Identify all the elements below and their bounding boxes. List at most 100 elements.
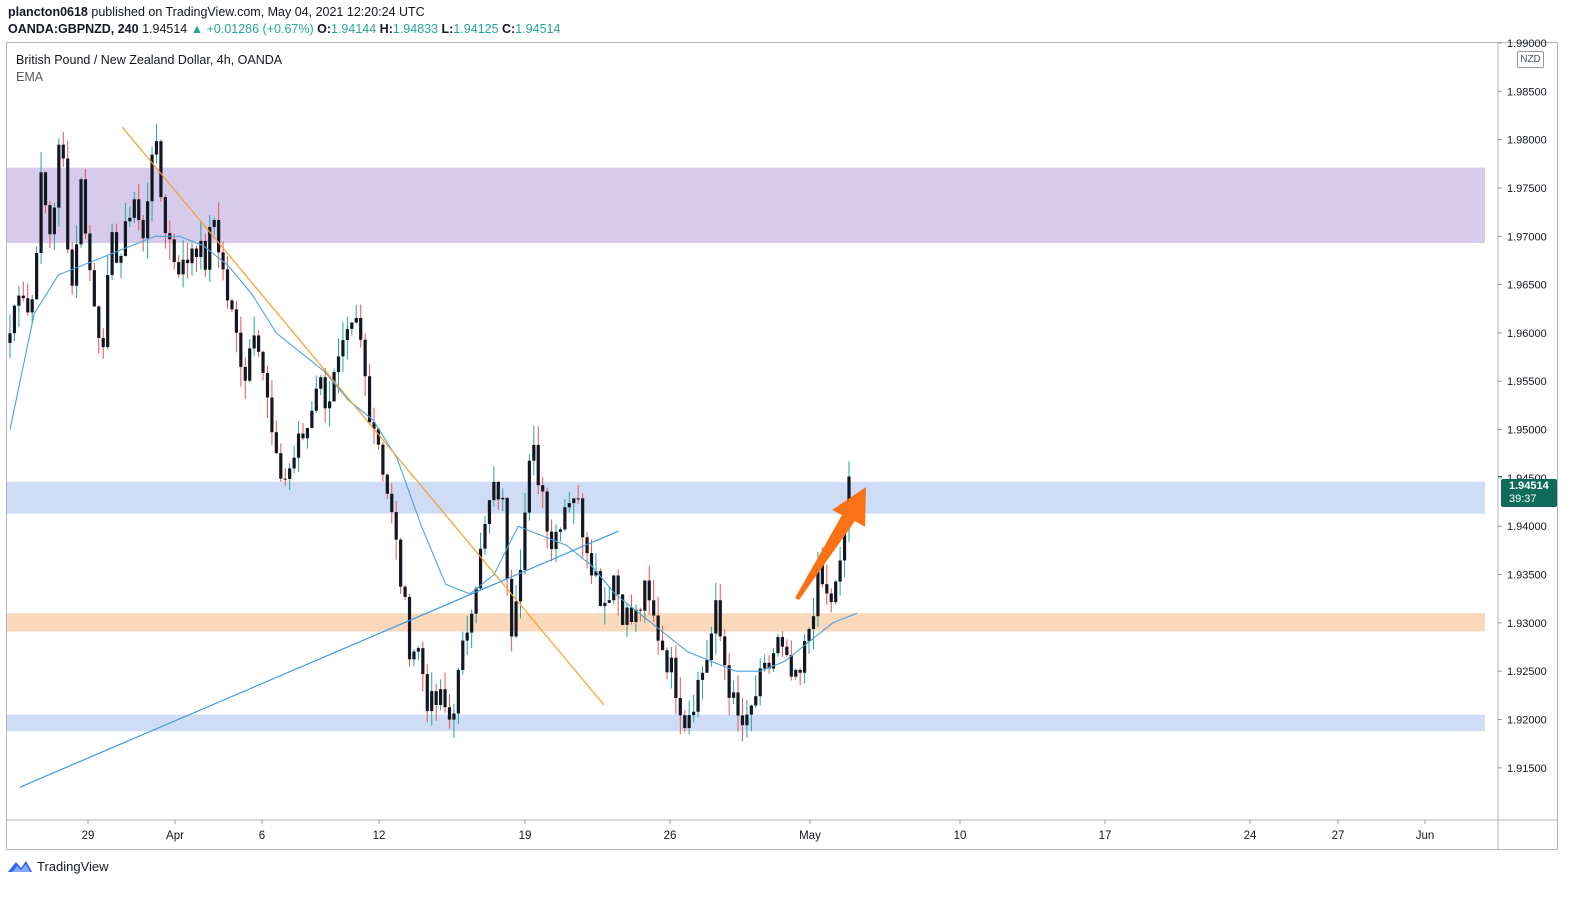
candle-body [443, 689, 447, 708]
candle-body [394, 512, 398, 540]
candle-body [425, 674, 429, 712]
candle-body [256, 335, 261, 352]
candle-body [146, 201, 150, 239]
candle-body [123, 221, 128, 257]
candle-body [629, 607, 634, 622]
candle-body [305, 427, 310, 439]
candle-body [252, 335, 256, 349]
candle-body [487, 500, 492, 524]
candle-body [345, 328, 349, 341]
candle-body [319, 377, 323, 389]
candle-body [88, 233, 92, 271]
change-up-icon: ▲ [190, 22, 204, 36]
candle-body [625, 607, 629, 625]
candle-body [137, 199, 141, 221]
candle-body [354, 317, 358, 323]
candle-body [763, 662, 767, 669]
candle-body [288, 468, 292, 480]
publisher-name[interactable]: plancton0618 [8, 5, 88, 19]
candle-body [359, 317, 363, 340]
candle-body [523, 512, 527, 570]
time-tick-label: 10 [954, 830, 967, 842]
candle-body [381, 444, 385, 475]
time-tick-label: 24 [1244, 830, 1257, 842]
price-tick-label: 1.94000 [1507, 521, 1547, 533]
candle-body [776, 637, 780, 654]
candle-body [496, 481, 500, 500]
candle-body [692, 711, 696, 716]
candle-body [243, 366, 247, 381]
candle-body [518, 569, 523, 602]
candle-body [696, 679, 700, 712]
ema-layer [9, 235, 858, 672]
candle-body [61, 144, 65, 159]
candle-body [714, 600, 718, 634]
price-tick-label: 1.95000 [1507, 425, 1547, 437]
chart-title: British Pound / New Zealand Dollar, 4h, … [16, 53, 283, 67]
candle-body [514, 601, 518, 637]
candle-body [567, 503, 571, 508]
candle-body [811, 616, 816, 630]
candle-body [483, 523, 487, 549]
price-tick-label: 1.96500 [1507, 280, 1547, 292]
candle-body [283, 478, 287, 480]
candle-body [474, 588, 478, 614]
candle-body [217, 219, 221, 253]
candles-layer [8, 124, 851, 742]
candle-body [43, 172, 48, 206]
close-label: C: [502, 22, 516, 36]
candle-body [421, 648, 425, 675]
candle-body [150, 154, 154, 202]
candle-body [438, 689, 443, 706]
candle-body [558, 529, 563, 532]
candle-body [616, 575, 620, 595]
brand-name: TradingView [37, 858, 109, 874]
candle-body [652, 600, 656, 616]
candle-body [159, 141, 163, 198]
candle-body [834, 581, 838, 603]
candle-body [376, 428, 381, 445]
candle-body [128, 217, 132, 222]
candle-body [536, 444, 540, 486]
candle-body [594, 571, 598, 576]
candle-body [225, 269, 230, 301]
candle-body [723, 636, 727, 666]
time-tick-label: May [799, 830, 821, 842]
price-tick-label: 1.96000 [1507, 328, 1547, 340]
candle-body [190, 248, 194, 264]
candle-body [79, 179, 83, 245]
candle-body [39, 172, 43, 253]
candle-body [26, 298, 30, 313]
candle-body [718, 600, 722, 637]
candle-body [12, 305, 17, 334]
publish-info: plancton0618 published on TradingView.co… [8, 5, 425, 19]
candle-body [829, 593, 833, 603]
candle-body [203, 240, 207, 270]
candle-body [554, 531, 558, 550]
ema-line [9, 235, 858, 672]
candle-body [643, 580, 647, 611]
candle-body [163, 197, 167, 234]
time-tick-label: 26 [664, 830, 677, 842]
indicator-label[interactable]: EMA [16, 70, 44, 84]
candle-body [314, 388, 318, 411]
candle-body [820, 560, 824, 585]
candle-body [416, 648, 421, 652]
candle-body [57, 144, 61, 208]
candle-body [754, 696, 758, 706]
currency-badge[interactable]: NZD [1517, 51, 1544, 68]
candle-body [101, 337, 105, 348]
brand-logo[interactable]: TradingView [7, 858, 109, 874]
time-tick-label: Jun [1416, 830, 1435, 842]
zone-support-upper [7, 481, 1485, 514]
trendline-uptrend [19, 530, 619, 788]
candle-body [647, 580, 651, 601]
zone-resistance [7, 167, 1485, 244]
close-value: 1.94514 [515, 22, 561, 36]
candle-body [798, 669, 802, 673]
candle-body [296, 433, 301, 458]
price-change: +0.01286 (+0.67%) [206, 22, 314, 36]
candle-body [807, 629, 811, 642]
time-tick-label: 19 [519, 830, 532, 842]
